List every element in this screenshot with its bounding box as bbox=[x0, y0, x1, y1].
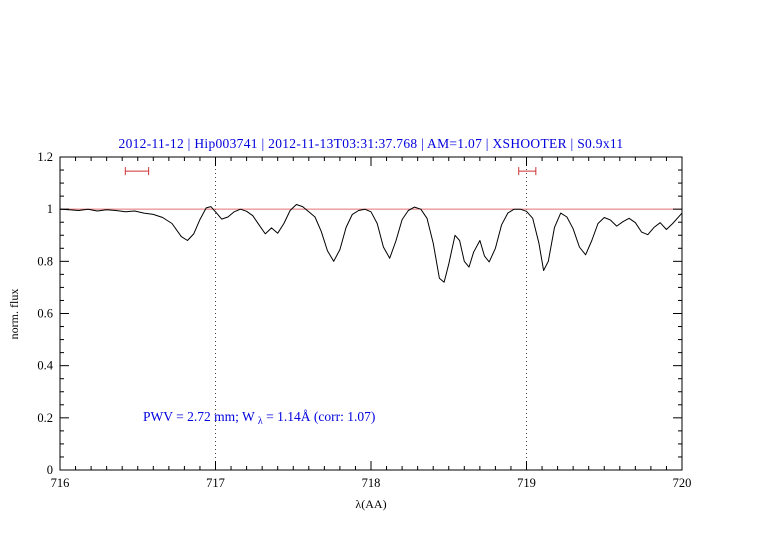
pwv-annotation-pre: PWV = 2.72 mm; W bbox=[143, 409, 255, 424]
x-tick-label: 719 bbox=[517, 476, 536, 490]
x-axis-label: λ(AA) bbox=[355, 497, 386, 511]
y-tick-label: 0.6 bbox=[37, 307, 53, 321]
plot-title: 2012-11-12 | Hip003741 | 2012-11-13T03:3… bbox=[119, 136, 624, 151]
plot-layers: 716 717 718 719 720 0 0.2 0.4 0.6 0.8 1 1.2 bbox=[37, 150, 691, 490]
y-tick-label: 1.2 bbox=[37, 150, 53, 164]
x-tick-label: 718 bbox=[362, 476, 381, 490]
y-axis-label: norm. flux bbox=[7, 289, 21, 340]
y-tick-label: 0.4 bbox=[37, 359, 53, 373]
pwv-annotation-subscript: λ bbox=[258, 416, 263, 427]
y-tick-label: 0.8 bbox=[37, 254, 53, 268]
x-tick-label: 717 bbox=[206, 476, 225, 490]
x-tick-label: 720 bbox=[673, 476, 692, 490]
pwv-annotation: PWV = 2.72 mm; W λ = 1.14Å (corr: 1.07) bbox=[143, 409, 375, 427]
y-tick-label: 1 bbox=[47, 202, 53, 216]
spectrum-line bbox=[59, 204, 683, 283]
y-tick-label: 0.2 bbox=[37, 411, 53, 425]
pwv-annotation-post: = 1.14Å (corr: 1.07) bbox=[266, 409, 375, 424]
y-tick-label: 0 bbox=[47, 463, 53, 477]
x-tick-label: 716 bbox=[51, 476, 70, 490]
